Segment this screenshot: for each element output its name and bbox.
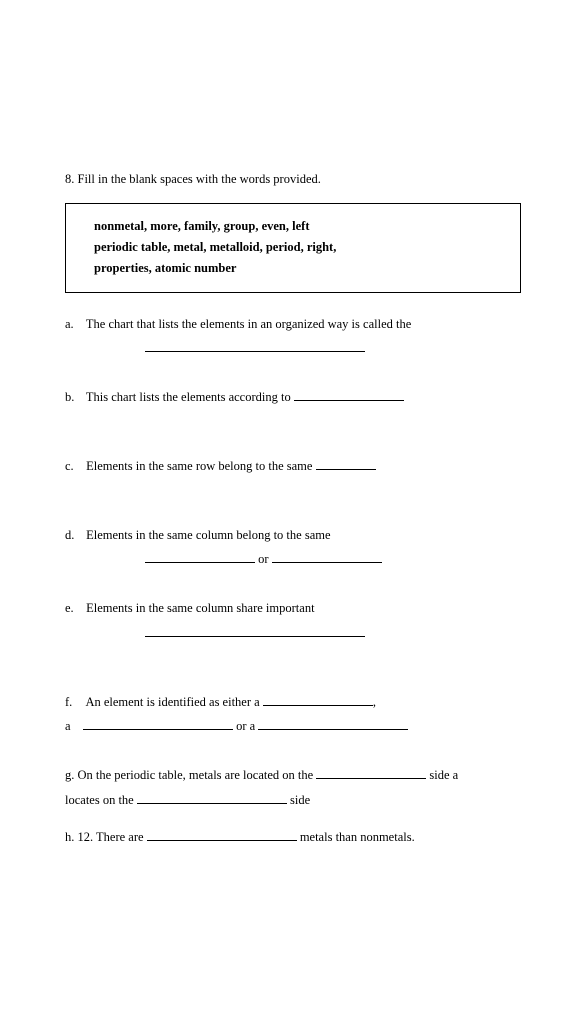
item-f-sublabel: a — [65, 717, 83, 736]
item-g: g. On the periodic table, metals are loc… — [65, 766, 521, 810]
item-f-line2: a or a — [65, 717, 521, 736]
item-g-text2: side a — [426, 768, 458, 782]
item-d-blanks: or — [145, 550, 521, 569]
item-f-text: An element is identified as either a — [85, 695, 262, 709]
item-a-blank-line — [145, 339, 521, 358]
word-bank-box: nonmetal, more, family, group, even, lef… — [65, 203, 521, 293]
item-g-label: g. — [65, 768, 78, 782]
word-bank-line2: periodic table, metal, metalloid, period… — [94, 237, 512, 258]
blank-input[interactable] — [147, 829, 297, 840]
blank-input[interactable] — [258, 719, 408, 730]
item-e: e. Elements in the same column share imp… — [65, 599, 521, 643]
blank-input[interactable] — [83, 719, 233, 730]
item-g-text4: side — [287, 793, 310, 807]
item-g-line2: locates on the side — [65, 791, 521, 810]
word-bank-line3: properties, atomic number — [94, 258, 512, 279]
item-f: f. An element is identified as either a … — [65, 693, 521, 737]
item-h-label: h. 12. — [65, 830, 96, 844]
item-a: a. The chart that lists the elements in … — [65, 315, 521, 359]
item-d-text: Elements in the same column belong to th… — [86, 528, 330, 542]
blank-input[interactable] — [145, 341, 365, 352]
item-f-label: f. — [65, 693, 83, 712]
item-e-text: Elements in the same column share import… — [86, 601, 314, 615]
blank-input[interactable] — [145, 626, 365, 637]
item-a-text: The chart that lists the elements in an … — [86, 317, 411, 331]
item-c-text: Elements in the same row belong to the s… — [86, 459, 315, 473]
item-d-label: d. — [65, 526, 83, 545]
item-h-text2: metals than nonmetals. — [297, 830, 415, 844]
item-g-text1: On the periodic table, metals are locate… — [78, 768, 317, 782]
item-b: b. This chart lists the elements accordi… — [65, 388, 521, 407]
blank-input[interactable] — [137, 793, 287, 804]
question-instruction: 8. Fill in the blank spaces with the wor… — [65, 170, 521, 189]
comma: , — [373, 695, 376, 709]
item-c-label: c. — [65, 457, 83, 476]
item-f-line1: f. An element is identified as either a … — [65, 693, 521, 712]
item-h: h. 12. There are metals than nonmetals. — [65, 828, 521, 847]
item-e-label: e. — [65, 599, 83, 618]
item-f-connector: or a — [233, 719, 258, 733]
item-c: c. Elements in the same row belong to th… — [65, 457, 521, 476]
word-bank-line1: nonmetal, more, family, group, even, lef… — [94, 216, 512, 237]
item-g-line1: g. On the periodic table, metals are loc… — [65, 766, 521, 785]
blank-input[interactable] — [316, 459, 376, 470]
item-b-label: b. — [65, 388, 83, 407]
item-d-connector: or — [255, 552, 272, 566]
worksheet-page: 8. Fill in the blank spaces with the wor… — [0, 170, 576, 876]
item-a-label: a. — [65, 315, 83, 334]
item-h-text1: There are — [96, 830, 147, 844]
item-b-text: This chart lists the elements according … — [86, 390, 294, 404]
instruction-text: 8. Fill in the blank spaces with the wor… — [65, 172, 321, 186]
blank-input[interactable] — [263, 694, 373, 705]
blank-input[interactable] — [294, 390, 404, 401]
blank-input[interactable] — [145, 552, 255, 563]
blank-input[interactable] — [272, 552, 382, 563]
blank-input[interactable] — [316, 768, 426, 779]
item-g-text3: locates on the — [65, 793, 137, 807]
item-e-blank-line — [145, 624, 521, 643]
item-d: d. Elements in the same column belong to… — [65, 526, 521, 570]
